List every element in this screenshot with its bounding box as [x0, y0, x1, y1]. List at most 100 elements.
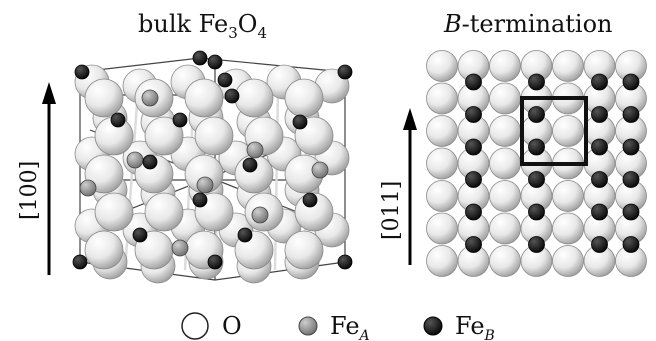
oxygen-atom — [489, 115, 521, 147]
fe-a-atom — [126, 151, 144, 169]
right-title-rest: -termination — [462, 10, 613, 38]
fe-b-atom — [528, 106, 545, 123]
fe-a-atom — [141, 89, 159, 107]
b-termination-surface — [426, 50, 647, 277]
oxygen-atom — [84, 230, 124, 270]
fe-b-atom — [237, 227, 253, 243]
oxygen-atom — [489, 82, 521, 115]
fe-b-atom — [528, 171, 545, 188]
fe-b-atom — [337, 254, 353, 270]
fe-b-atom — [74, 64, 90, 80]
fe-b-atom — [528, 138, 545, 156]
oxygen-atom — [426, 50, 458, 82]
right-panel-title: B-termination — [443, 10, 613, 38]
fe-b-atom — [622, 236, 640, 253]
fe-b-atom — [217, 72, 233, 88]
oxygen-atom — [426, 245, 458, 277]
oxygen-atom — [194, 116, 234, 156]
fe-b-atom — [465, 171, 482, 188]
fe-b-atom — [242, 157, 258, 173]
legend-item-fe-b: FeB — [423, 312, 495, 341]
surface-unit-cell — [520, 96, 588, 166]
left-panel-title: bulk Fe3O4 — [138, 10, 267, 42]
fe-a-atom — [171, 239, 189, 257]
oxygen-atom — [552, 115, 584, 147]
fe-b-atom — [465, 203, 482, 221]
fe-b-atom — [72, 254, 88, 270]
left-title-mid: O — [238, 10, 258, 38]
legend-fe-a-text: Fe — [330, 312, 360, 340]
oxygen-atom — [426, 147, 458, 180]
right-axis-arrow — [403, 108, 417, 265]
oxygen-atom — [184, 78, 224, 118]
oxygen-legend-marker — [181, 312, 209, 340]
oxygen-atom — [234, 78, 274, 118]
oxygen-atom — [489, 212, 521, 245]
fe-b-atom — [622, 106, 640, 123]
fe-b-atom — [224, 88, 240, 104]
fe-b-atom — [110, 112, 126, 128]
left-axis-label: [100] — [17, 161, 42, 220]
fe-b-atom — [302, 192, 318, 208]
left-axis-arrow — [42, 82, 56, 275]
oxygen-atom — [426, 82, 458, 115]
oxygen-atom — [552, 245, 584, 277]
oxygen-atom — [426, 180, 458, 212]
legend-fe-b-text: Fe — [455, 312, 485, 340]
fe-a-atom — [246, 141, 264, 159]
fe-b-atom — [465, 106, 482, 123]
oxygen-atom — [284, 230, 324, 270]
legend-label-fe-a: FeA — [330, 312, 370, 341]
oxygen-atom — [552, 180, 584, 212]
fe-b-atom — [207, 54, 223, 70]
fe-b-atom — [622, 73, 640, 91]
fe-a-atom — [196, 176, 214, 194]
fe-b-atom — [132, 227, 148, 243]
bond-line — [199, 57, 346, 73]
fe-b-atom — [591, 171, 608, 188]
fe-a-atom — [251, 206, 269, 224]
oxygen-atom — [552, 212, 584, 245]
bond-line — [214, 261, 346, 281]
fe-b-atom — [192, 192, 208, 208]
oxygen-atom — [144, 192, 184, 232]
fe-b-atom — [465, 73, 482, 91]
fe-b-atom — [591, 73, 608, 91]
legend-label-fe-b: FeB — [455, 312, 495, 341]
fe-b-atom — [622, 171, 640, 188]
fe-b-atom — [207, 254, 223, 270]
left-title-prefix: bulk Fe — [138, 10, 228, 38]
fe-b-legend-marker — [423, 316, 443, 336]
fe-b-atom — [142, 154, 158, 170]
oxygen-atom — [94, 192, 134, 232]
legend-fe-a-sub: A — [358, 328, 370, 341]
fe-b-atom — [192, 50, 208, 66]
oxygen-atom — [144, 116, 184, 156]
fe-b-atom — [622, 138, 640, 156]
fe-b-atom — [591, 138, 608, 156]
fe-b-atom — [172, 112, 188, 128]
fe-b-atom — [292, 114, 308, 130]
fe-b-atom — [591, 203, 608, 221]
right-title-italic: B — [443, 10, 462, 38]
legend-item-oxygen: O — [181, 312, 242, 340]
bulk-crystal-structure — [72, 50, 353, 284]
legend-item-fe-a: FeA — [298, 312, 370, 341]
fe-b-atom — [528, 236, 545, 253]
right-axis-label: [011] — [379, 181, 404, 240]
oxygen-atom — [426, 115, 458, 147]
fe-b-atom — [337, 64, 353, 80]
fe-a-atom — [79, 179, 97, 197]
left-title-sub1: 3 — [228, 24, 238, 42]
oxygen-atom — [426, 212, 458, 245]
fe-a-atom — [311, 161, 329, 179]
fe-b-atom — [591, 236, 608, 253]
oxygen-atom — [84, 78, 124, 118]
oxygen-atom — [284, 78, 324, 118]
legend: O FeA FeB — [181, 312, 495, 341]
legend-fe-b-sub: B — [484, 328, 495, 341]
fe-b-atom — [465, 236, 482, 253]
fe-a-legend-marker — [298, 316, 318, 336]
